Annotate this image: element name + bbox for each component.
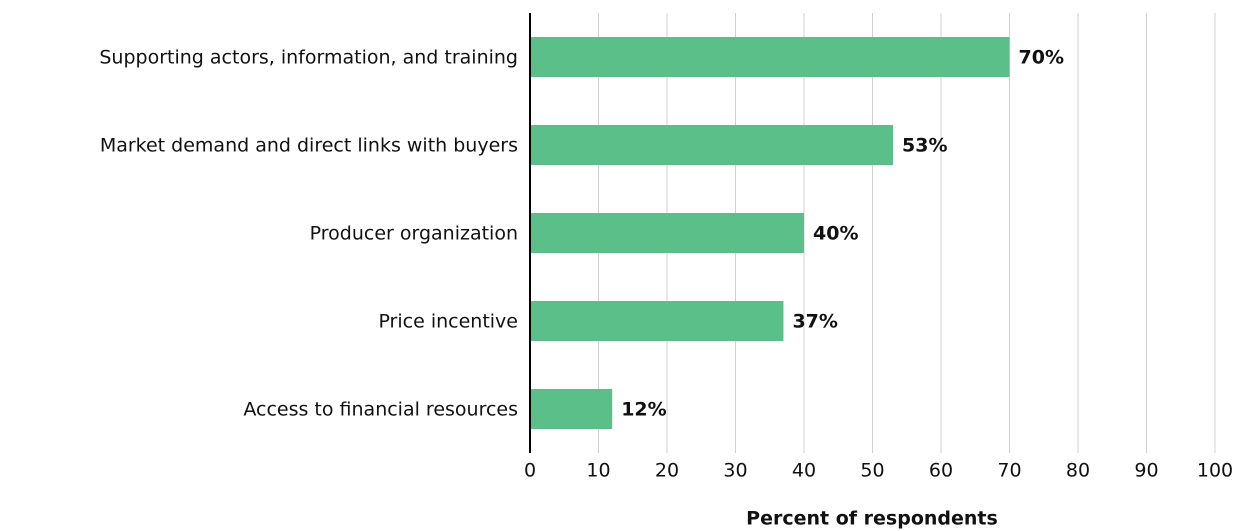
x-tick-label: 0: [524, 460, 536, 482]
y-tick-label: Supporting actors, information, and trai…: [99, 47, 518, 69]
value-label: 53%: [902, 135, 947, 157]
x-axis-title: Percent of respondents: [746, 508, 998, 530]
y-tick-label: Access to financial resources: [243, 399, 518, 421]
y-tick-label: Producer organization: [310, 223, 518, 245]
bar: [530, 37, 1010, 77]
x-tick-label: 30: [723, 460, 747, 482]
y-tick-label: Market demand and direct links with buye…: [100, 135, 518, 157]
x-tick-label: 90: [1134, 460, 1158, 482]
bar: [530, 389, 613, 429]
bar: [530, 213, 804, 253]
bar: [530, 301, 784, 341]
x-tick-label: 50: [860, 460, 884, 482]
value-label: 70%: [1019, 47, 1064, 69]
value-label: 40%: [813, 223, 858, 245]
value-label: 37%: [792, 311, 837, 333]
x-tick-label: 100: [1197, 460, 1233, 482]
x-tick-label: 70: [997, 460, 1021, 482]
x-tick-label: 60: [929, 460, 953, 482]
value-label: 12%: [621, 399, 666, 421]
y-tick-label: Price incentive: [378, 311, 518, 333]
bar: [530, 125, 894, 165]
x-tick-label: 80: [1066, 460, 1090, 482]
x-tick-label: 10: [586, 460, 610, 482]
x-tick-label: 20: [655, 460, 679, 482]
x-tick-label: 40: [792, 460, 816, 482]
